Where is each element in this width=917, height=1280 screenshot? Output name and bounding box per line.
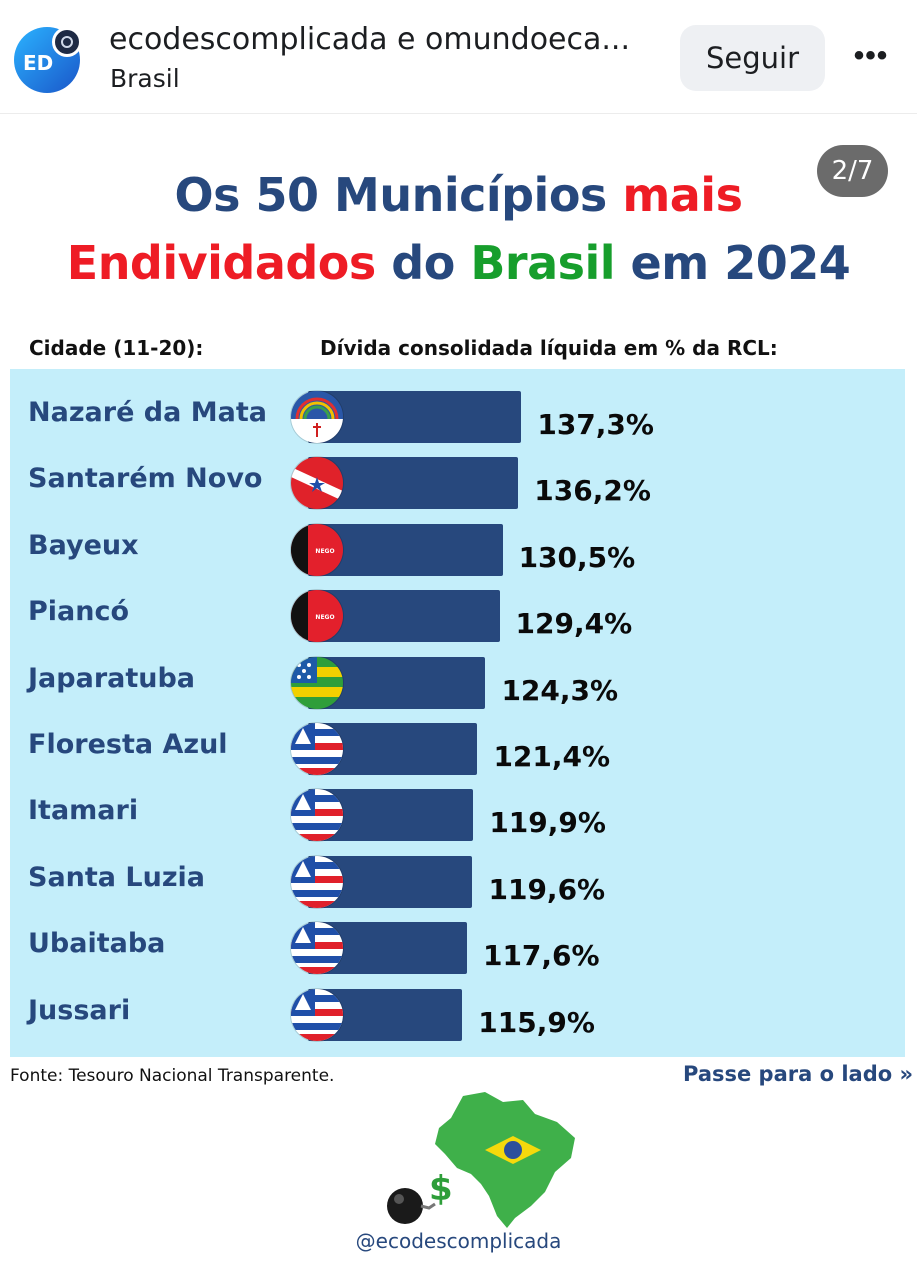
city-label: Japaratuba <box>28 662 196 694</box>
bahia-flag-icon <box>291 855 343 908</box>
chart-row: Ubaitaba 117,6% <box>10 920 905 976</box>
bar-chart-panel: Nazaré da Mata 137,3% Santarém Novo 136,2% B… <box>10 369 905 1057</box>
debt-value-label: 119,9% <box>489 806 606 840</box>
debt-bar <box>308 457 519 510</box>
city-label: Ubaitaba <box>28 928 166 960</box>
city-label: Nazaré da Mata <box>28 397 267 428</box>
brand-logo-icon: $ <box>387 1092 575 1228</box>
debt-value-label: 137,3% <box>537 408 654 441</box>
title-segment: Brasil <box>470 236 616 290</box>
city-label: Floresta Azul <box>28 729 228 760</box>
bahia-flag-icon <box>291 723 343 775</box>
para-flag-icon <box>291 457 343 510</box>
debt-value-label: 124,3% <box>501 673 619 707</box>
sergipe-flag-icon <box>291 656 343 709</box>
svg-text:NEGO: NEGO <box>315 614 334 621</box>
source-note: Fonte: Tesouro Nacional Transparente. <box>10 1066 335 1086</box>
pernambuco-flag-icon <box>291 391 343 443</box>
column-header-debt: Dívida consolidada líquida em % da RCL: <box>320 336 778 360</box>
city-label: Bayeux <box>28 529 139 561</box>
svg-text:$: $ <box>429 1169 453 1209</box>
city-label: Itamari <box>28 795 139 827</box>
debt-value-label: 136,2% <box>534 474 651 508</box>
chart-row: Floresta Azul 121,4% <box>10 721 905 777</box>
avatar[interactable]: ED <box>14 27 82 93</box>
chart-row: Santarém Novo 136,2% <box>10 455 905 511</box>
city-label: Santa Luzia <box>28 861 206 893</box>
city-label: Santarém Novo <box>28 463 263 495</box>
globe-badge-icon <box>52 27 82 57</box>
debt-value-label: 121,4% <box>493 740 611 773</box>
column-header-city: Cidade (11-20): <box>29 336 204 360</box>
title-segment: em 2024 <box>615 236 851 290</box>
title-segment: do <box>375 236 471 290</box>
avatar-initials: ED <box>23 51 54 75</box>
paraiba-flag-icon: NEGO <box>291 590 343 643</box>
debt-bar <box>308 391 522 443</box>
title-segment: Endividados <box>66 236 377 290</box>
chart-row: Bayeux NEGO 130,5% <box>10 522 905 578</box>
debt-value-label: 119,6% <box>488 872 606 906</box>
more-options-icon[interactable]: ••• <box>853 39 889 72</box>
chart-row: Santa Luzia 119,6% <box>10 854 905 910</box>
post-title-line-1: Os 50 Municípios mais <box>0 168 917 222</box>
account-name[interactable]: ecodescomplicada e omundoeca... <box>109 22 631 57</box>
chart-row: Jussari 115,9% <box>10 987 905 1043</box>
swipe-hint: Passe para o lado » <box>683 1062 914 1086</box>
chart-row: Itamari 119,9% <box>10 787 905 843</box>
debt-value-label: 129,4% <box>515 607 633 641</box>
carousel-page-counter: 2/7 <box>817 145 888 197</box>
post-header: ED ecodescomplicada e omundoeca... Brasi… <box>0 0 917 114</box>
bahia-flag-icon <box>291 988 343 1041</box>
chart-row: Nazaré da Mata 137,3% <box>10 389 905 445</box>
account-location[interactable]: Brasil <box>110 64 180 93</box>
title-segment: mais <box>622 168 743 222</box>
svg-text:NEGO: NEGO <box>315 548 334 555</box>
chart-row: Piancó NEGO 129,4% <box>10 588 905 644</box>
debt-value-label: 115,9% <box>478 1005 595 1039</box>
account-handle: @ecodescomplicada <box>355 1229 562 1253</box>
city-label: Jussari <box>28 994 131 1026</box>
chart-row: Japaratuba 124,3% <box>10 655 905 711</box>
bahia-flag-icon <box>291 922 343 975</box>
city-label: Piancó <box>28 596 130 628</box>
follow-button[interactable]: Seguir <box>680 25 825 91</box>
title-segment: Os 50 Municípios <box>174 168 623 222</box>
paraiba-flag-icon: NEGO <box>291 523 343 576</box>
bahia-flag-icon <box>291 789 343 842</box>
debt-value-label: 117,6% <box>482 939 600 973</box>
post-title-line-2: Endividados do Brasil em 2024 <box>0 236 917 290</box>
debt-value-label: 130,5% <box>518 540 636 574</box>
